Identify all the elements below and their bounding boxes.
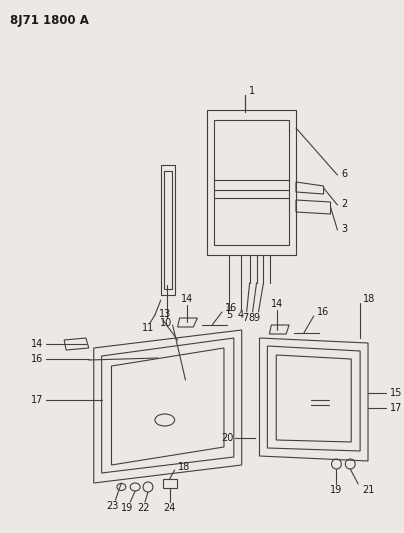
Text: 14: 14 — [181, 294, 194, 304]
Text: 17: 17 — [31, 395, 44, 405]
Text: 8J71 1800 A: 8J71 1800 A — [10, 14, 89, 27]
Text: 20: 20 — [222, 433, 234, 443]
Text: 6: 6 — [341, 169, 347, 179]
Text: 18: 18 — [178, 462, 190, 472]
Text: 2: 2 — [341, 199, 347, 209]
Text: 15: 15 — [390, 388, 402, 398]
Text: 9: 9 — [253, 313, 260, 323]
Text: 11: 11 — [142, 323, 154, 333]
Text: 4: 4 — [238, 310, 244, 320]
Text: 1: 1 — [248, 86, 255, 96]
Text: 16: 16 — [32, 354, 44, 364]
Text: 17: 17 — [390, 403, 402, 413]
Text: 10: 10 — [160, 318, 172, 328]
Text: 22: 22 — [137, 503, 149, 513]
Text: 21: 21 — [362, 485, 375, 495]
Text: 19: 19 — [121, 503, 133, 513]
Text: 19: 19 — [330, 485, 343, 495]
Bar — [163, 479, 177, 488]
Text: 8: 8 — [248, 313, 255, 323]
Text: 14: 14 — [271, 299, 283, 309]
Text: 14: 14 — [32, 339, 44, 349]
Text: 18: 18 — [363, 294, 375, 304]
Text: 16: 16 — [225, 303, 237, 313]
Text: 16: 16 — [317, 307, 329, 317]
Text: 13: 13 — [159, 309, 171, 319]
Text: 24: 24 — [164, 503, 176, 513]
Text: 23: 23 — [106, 501, 119, 511]
Text: 3: 3 — [341, 224, 347, 234]
Text: 5: 5 — [226, 310, 232, 320]
Text: 7: 7 — [242, 313, 249, 323]
